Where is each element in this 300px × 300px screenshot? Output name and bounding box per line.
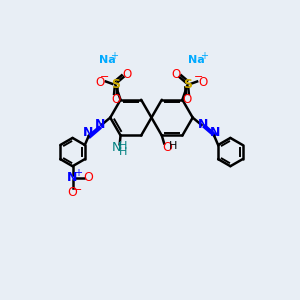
- Text: −: −: [73, 185, 82, 195]
- Text: S: S: [183, 78, 192, 91]
- Text: H: H: [118, 141, 127, 151]
- Text: O: O: [68, 186, 77, 199]
- Text: O: O: [122, 68, 132, 81]
- Text: O: O: [162, 141, 172, 154]
- Text: N: N: [112, 141, 122, 154]
- Text: −: −: [100, 72, 109, 82]
- Text: O: O: [171, 68, 181, 81]
- Text: N: N: [95, 118, 105, 130]
- Text: O: O: [198, 76, 208, 88]
- Text: H: H: [118, 147, 127, 157]
- Text: +: +: [110, 51, 118, 61]
- Text: H: H: [169, 141, 177, 151]
- Text: O: O: [83, 172, 93, 184]
- Text: O: O: [111, 93, 120, 106]
- Text: O: O: [95, 76, 105, 88]
- Text: S: S: [111, 78, 120, 91]
- Text: Na: Na: [188, 55, 205, 65]
- Text: N: N: [210, 126, 220, 140]
- Text: Na: Na: [99, 55, 116, 65]
- Text: N: N: [197, 118, 208, 130]
- Text: N: N: [82, 126, 93, 140]
- Text: +: +: [200, 51, 208, 61]
- Text: −: −: [194, 72, 203, 82]
- Text: +: +: [74, 168, 82, 178]
- Text: O: O: [183, 93, 192, 106]
- Text: N: N: [68, 172, 78, 184]
